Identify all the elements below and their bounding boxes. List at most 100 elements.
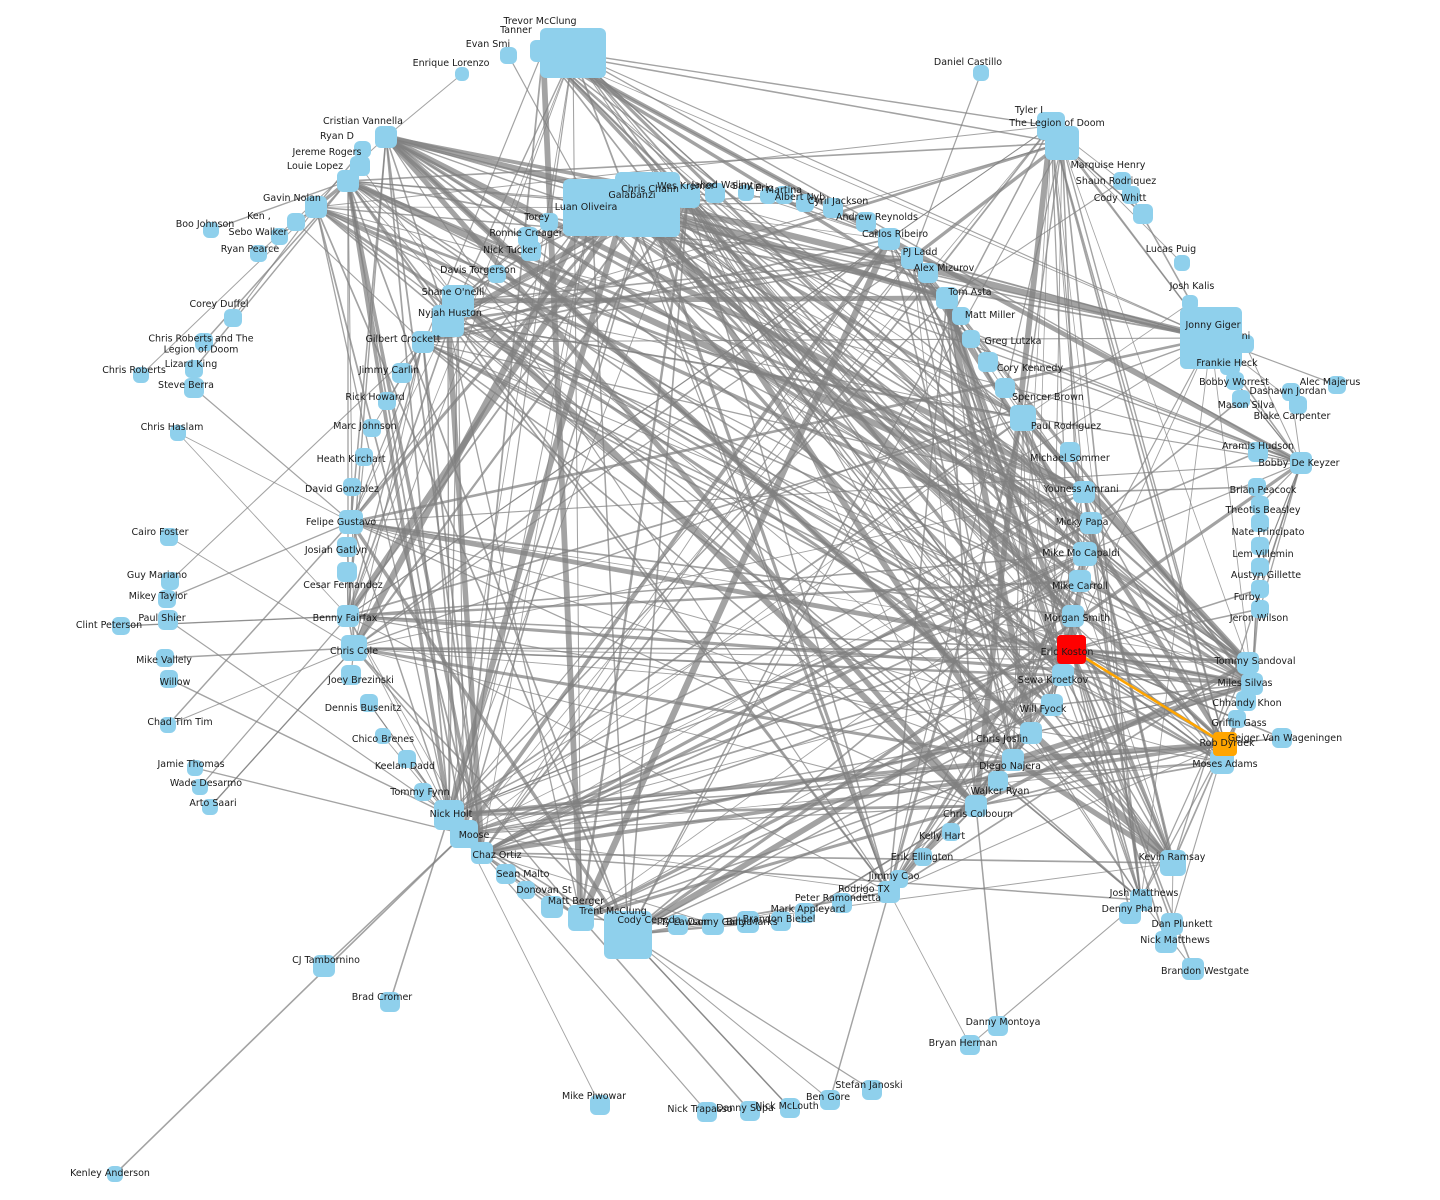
- graph-node-sewa-kroetkov[interactable]: [1052, 664, 1074, 686]
- graph-node-david-gonzalez[interactable]: [343, 478, 361, 496]
- graph-node-brandon-westgate[interactable]: [1182, 958, 1204, 980]
- graph-node-dan-plunkett[interactable]: [1161, 913, 1183, 935]
- graph-node-furby[interactable]: [1251, 580, 1269, 598]
- graph-node-nate-principato[interactable]: [1251, 514, 1269, 532]
- graph-node-alec-majerus[interactable]: [1328, 376, 1346, 394]
- graph-node-stefan-janoski[interactable]: [862, 1080, 882, 1100]
- graph-node-guy-mariano[interactable]: [161, 572, 179, 590]
- graph-node-jamie-thomas[interactable]: [187, 760, 203, 776]
- graph-node-lucas-puig[interactable]: [1174, 255, 1190, 271]
- graph-node-cory-kennedy[interactable]: [978, 352, 998, 372]
- graph-node-davis-torgerson[interactable]: [488, 265, 506, 283]
- graph-node-torey[interactable]: [540, 213, 558, 231]
- graph-node-bryan-herman[interactable]: [960, 1035, 980, 1055]
- graph-node-walker-ryan[interactable]: [988, 771, 1008, 791]
- graph-node-cristian-vannella[interactable]: [375, 126, 397, 148]
- graph-node-galabanzi[interactable]: [605, 185, 645, 225]
- graph-node-kevin-ramsay[interactable]: [1160, 850, 1186, 876]
- graph-node-brandon-biebel[interactable]: [771, 911, 791, 931]
- graph-node-mike-piwowar[interactable]: [590, 1095, 610, 1115]
- graph-node-clint-peterson[interactable]: [112, 617, 130, 635]
- graph-node-jeron-wilson[interactable]: [1251, 600, 1269, 618]
- graph-node-alex-mizurov[interactable]: [918, 263, 938, 283]
- graph-node-cairo-foster[interactable]: [160, 528, 178, 546]
- graph-node-bobby-de-keyzer[interactable]: [1290, 452, 1312, 474]
- graph-node-chris-roberts-and-the-legion-of-doom[interactable]: [195, 333, 213, 351]
- graph-node-theotis-beasley[interactable]: [1251, 496, 1269, 514]
- graph-node-diego-najera[interactable]: [1002, 749, 1024, 771]
- graph-node-nick-matthews[interactable]: [1155, 931, 1177, 953]
- graph-node-mike-mo-capaldi[interactable]: [1073, 542, 1097, 566]
- graph-node-mikey-taylor[interactable]: [158, 590, 176, 608]
- graph-node-marquise-henry[interactable]: [1113, 172, 1131, 190]
- graph-node-albert-nyb[interactable]: [796, 194, 814, 212]
- graph-node-frankie-heck[interactable]: [1220, 355, 1240, 375]
- graph-node-morgan-smith[interactable]: [1062, 605, 1084, 627]
- graph-node-chris-cole[interactable]: [341, 635, 367, 661]
- graph-node-chris-joslin[interactable]: [1020, 722, 1042, 744]
- graph-node-peter-ramondetta[interactable]: [832, 893, 852, 913]
- graph-node-chad-tim-tim[interactable]: [160, 717, 176, 733]
- graph-node-lizard-king[interactable]: [185, 360, 203, 378]
- graph-node-ryan-d[interactable]: [354, 141, 371, 158]
- graph-node-eric-koston[interactable]: [1057, 635, 1086, 664]
- graph-node-josiah-gatlyn[interactable]: [337, 537, 357, 557]
- graph-node-chris-colbourn[interactable]: [965, 795, 987, 817]
- graph-node-ty-lawson[interactable]: [668, 915, 688, 935]
- graph-node-ni[interactable]: [1236, 335, 1254, 353]
- graph-node-chico-brenes[interactable]: [375, 728, 391, 744]
- graph-node-enrique-lorenzo[interactable]: [455, 67, 469, 81]
- graph-node-santia[interactable]: [738, 185, 754, 201]
- graph-node-arto-saari[interactable]: [202, 799, 218, 815]
- graph-node-jahod-waiiny[interactable]: [705, 183, 725, 203]
- graph-node-dennis-busenitz[interactable]: [360, 694, 378, 712]
- graph-node-boo-johnson[interactable]: [203, 222, 219, 238]
- graph-node-trent-mcclung[interactable]: [568, 905, 594, 931]
- graph-node-danny-montoya[interactable]: [988, 1016, 1008, 1036]
- graph-node-geiger-van-wageningen[interactable]: [1272, 728, 1292, 748]
- graph-node-ben-gore[interactable]: [820, 1090, 840, 1110]
- graph-node-andrew-reynolds[interactable]: [856, 212, 876, 232]
- graph-node-aramis-hudson[interactable]: [1248, 442, 1268, 462]
- graph-node-shaun-rodriquez[interactable]: [1122, 186, 1140, 204]
- graph-node-pj-ladd[interactable]: [901, 247, 923, 269]
- graph-node-youness-amrani[interactable]: [1073, 481, 1095, 503]
- graph-node-ryan-pearce[interactable]: [250, 245, 267, 262]
- graph-node-chris-haslam[interactable]: [170, 425, 186, 441]
- graph-node-nick-tucker[interactable]: [521, 241, 541, 261]
- graph-node-evan-smi[interactable]: [500, 47, 517, 64]
- graph-node-rick-howard[interactable]: [378, 392, 396, 410]
- graph-node-sebo-walker[interactable]: [271, 228, 288, 245]
- graph-node-michael-sommer[interactable]: [1060, 442, 1080, 462]
- graph-node-martina[interactable]: [775, 186, 793, 204]
- graph-node-cody-cepeda[interactable]: [604, 911, 652, 959]
- graph-node-matt-berger[interactable]: [541, 896, 563, 918]
- graph-node-the-legion-of-doom[interactable]: [1045, 126, 1079, 160]
- graph-node-will-fyock[interactable]: [1041, 694, 1063, 716]
- graph-node-felipe-gustavo[interactable]: [339, 510, 363, 534]
- graph-node-billy-marks[interactable]: [737, 911, 759, 933]
- graph-node-sean-malto[interactable]: [496, 864, 516, 884]
- graph-node-tom-asta[interactable]: [936, 287, 958, 309]
- graph-node-lem-villemin[interactable]: [1251, 537, 1269, 555]
- graph-node-danny-supa[interactable]: [740, 1101, 760, 1121]
- graph-node-gilbert-crockett[interactable]: [412, 331, 434, 353]
- graph-node-paul-shier[interactable]: [158, 610, 178, 630]
- graph-node-steve-berra[interactable]: [184, 378, 204, 398]
- graph-node-kelly-hart[interactable]: [942, 823, 960, 841]
- graph-node-danny-garcia[interactable]: [702, 913, 724, 935]
- graph-node-heath-kirchart[interactable]: [355, 448, 373, 466]
- graph-node-cj-tambornino[interactable]: [313, 955, 335, 977]
- graph-node-joey-brezinski[interactable]: [341, 665, 361, 685]
- graph-node-chaz-ortiz[interactable]: [471, 842, 493, 864]
- graph-node-mike-carroll[interactable]: [1069, 570, 1091, 592]
- graph-node-tommy-fynn[interactable]: [414, 783, 432, 801]
- graph-node-cesar-fernandez[interactable]: [337, 562, 357, 582]
- graph-node-nick-trapasso[interactable]: [697, 1102, 717, 1122]
- graph-node-bobby-worrest[interactable]: [1226, 372, 1244, 390]
- graph-node-denny-pham[interactable]: [1119, 902, 1141, 924]
- graph-node-wade-desarmo[interactable]: [192, 779, 208, 795]
- graph-node-paul-rodriguez[interactable]: [1010, 405, 1036, 431]
- graph-node-willow[interactable]: [160, 670, 178, 688]
- graph-node-tanner[interactable]: [530, 40, 556, 62]
